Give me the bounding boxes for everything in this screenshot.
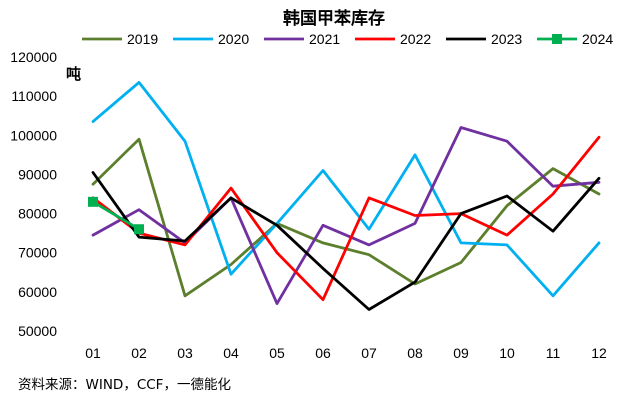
legend-label: 2020 (218, 31, 249, 47)
legend-marker (552, 34, 562, 44)
series-line-2024 (91, 200, 141, 231)
legend-item-2023: 2023 (446, 31, 522, 47)
legend-label: 2024 (582, 31, 613, 47)
legend-item-2020: 2020 (173, 31, 249, 47)
series-markers (88, 196, 144, 235)
x-tick-label: 04 (223, 345, 239, 361)
series-lines (91, 81, 601, 311)
x-tick-label: 12 (591, 345, 607, 361)
legend: 2019 2020 2021 2022 2023 2024 (82, 31, 613, 47)
x-tick-label: 07 (361, 345, 377, 361)
x-tick-label: 09 (453, 345, 469, 361)
legend-item-2021: 2021 (264, 31, 340, 47)
y-tick-label: 60000 (18, 284, 57, 300)
series-line-2022 (91, 135, 601, 302)
chart-title: 韩国甲苯库存 (283, 8, 385, 29)
x-tick-label: 03 (177, 345, 193, 361)
y-tick-label: 50000 (18, 323, 57, 339)
series-line-2023 (91, 171, 601, 311)
y-tick-label: 80000 (18, 206, 57, 222)
y-axis-unit-label: 吨 (66, 65, 81, 83)
y-tick-label: 110000 (11, 88, 57, 104)
legend-item-2022: 2022 (355, 31, 431, 47)
legend-item-2019: 2019 (82, 31, 158, 47)
series-line-2019 (91, 137, 601, 298)
legend-label: 2019 (127, 31, 158, 47)
legend-label: 2021 (309, 31, 340, 47)
x-tick-label: 01 (85, 345, 101, 361)
series-line-2020 (91, 81, 601, 298)
x-tick-label: 02 (131, 345, 147, 361)
y-axis: 50000 60000 70000 80000 90000 100000 110000 120… (10, 49, 57, 339)
data-point-2024 (88, 196, 98, 207)
x-tick-label: 06 (315, 345, 331, 361)
legend-label: 2023 (491, 31, 522, 47)
source-note: 资料来源：WIND，CCF，一德能化 (18, 377, 231, 393)
x-tick-label: 10 (499, 345, 515, 361)
data-point-2024 (134, 224, 144, 235)
y-tick-label: 120000 (10, 49, 57, 65)
x-tick-label: 08 (407, 345, 423, 361)
x-tick-label: 11 (546, 345, 561, 361)
legend-item-2024: 2024 (537, 31, 613, 47)
y-tick-label: 70000 (18, 245, 57, 261)
x-tick-label: 05 (269, 345, 285, 361)
y-tick-label: 100000 (10, 127, 57, 143)
series-line-2021 (91, 126, 601, 305)
y-tick-label: 90000 (18, 166, 57, 182)
x-axis: 01 02 03 04 05 06 07 08 09 10 11 12 (85, 345, 607, 361)
legend-label: 2022 (400, 31, 431, 47)
